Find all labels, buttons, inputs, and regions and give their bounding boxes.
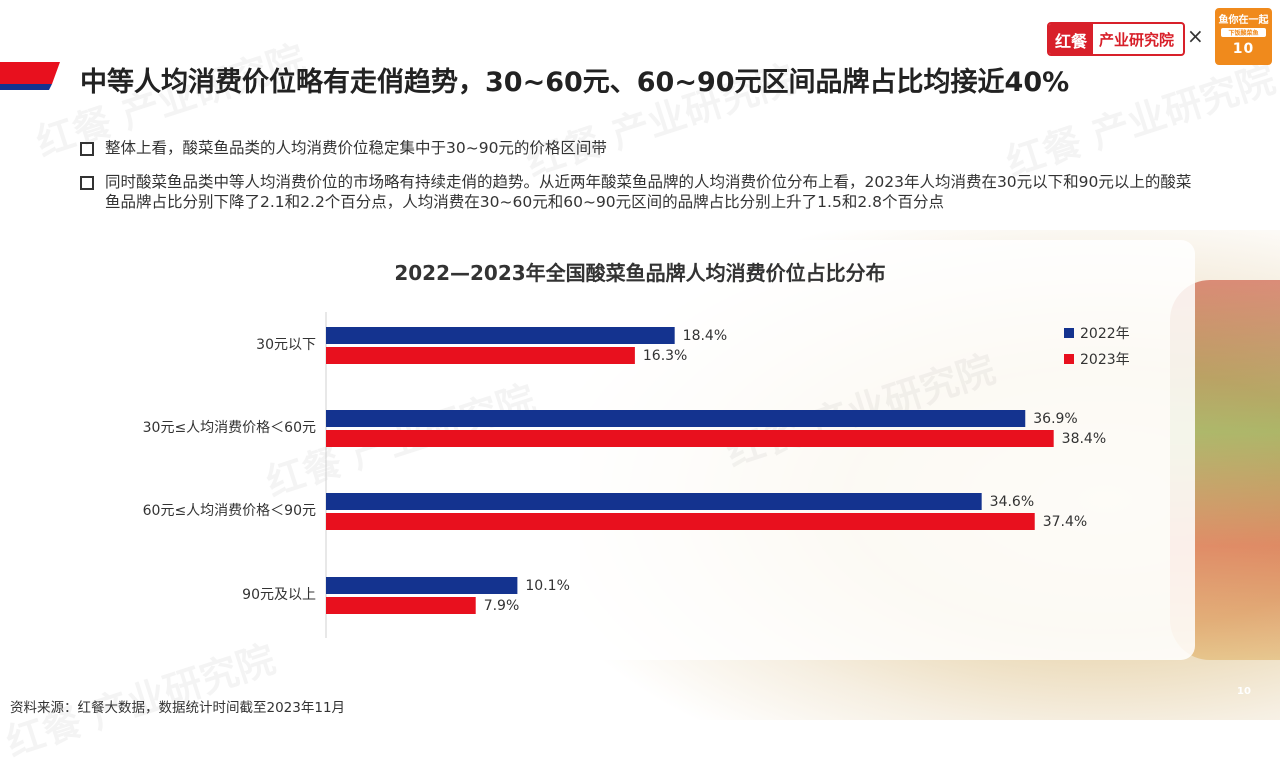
chart-title: 2022—2023年全国酸菜鱼品牌人均消费价位占比分布 (394, 261, 885, 285)
category-label: 90元及以上 (242, 587, 316, 603)
data-label: 16.3% (643, 348, 687, 364)
partner-name: 鱼你在一起 (1218, 15, 1269, 26)
bullet-text: 同时酸菜鱼品类中等人均消费价位的市场略有持续走俏的趋势。从近两年酸菜鱼品牌的人均… (105, 173, 1192, 211)
checkbox-bullet-icon (80, 142, 94, 156)
bullet-text: 整体上看，酸菜鱼品类的人均消费价位稳定集中于30~90元的价格区间带 (105, 139, 607, 157)
data-label: 37.4% (1043, 514, 1087, 530)
data-label: 38.4% (1062, 431, 1106, 447)
logo-mark: 红餐 (1049, 24, 1094, 54)
bar (326, 430, 1054, 447)
bar (326, 410, 1026, 427)
chart-panel (60, 240, 1195, 660)
data-label: 18.4% (683, 328, 727, 344)
legend-label: 2022年 (1080, 326, 1130, 342)
logo-text: 产业研究院 (1099, 31, 1175, 49)
partner-mark: 10 (1232, 41, 1255, 57)
checkbox-bullet-icon (80, 176, 94, 190)
data-label: 34.6% (990, 494, 1034, 510)
page-number: 10 (1237, 686, 1251, 697)
bullet-item: 整体上看，酸菜鱼品类的人均消费价位稳定集中于30~90元的价格区间带 (80, 138, 1200, 158)
source-note: 资料来源：红餐大数据，数据统计时间截至2023年11月 (10, 700, 346, 716)
title-accent-bar (0, 62, 60, 90)
bar (326, 347, 635, 364)
times-icon: × (1187, 24, 1204, 48)
page-title: 中等人均消费价位略有走俏趋势，30~60元、60~90元区间品牌占比均接近40% (80, 67, 1070, 98)
legend-label: 2023年 (1080, 352, 1130, 368)
bar-chart: 2022—2023年全国酸菜鱼品牌人均消费价位占比分布 30元以下 18.4% 16… (143, 261, 1130, 638)
category-label: 60元≤人均消费价格＜90元 (143, 503, 316, 519)
bar (326, 493, 982, 510)
bar (326, 597, 476, 614)
data-label: 7.9% (484, 598, 520, 614)
bullet-item: 同时酸菜鱼品类中等人均消费价位的市场略有持续走俏的趋势。从近两年酸菜鱼品牌的人均… (80, 172, 1200, 212)
bar (326, 513, 1035, 530)
partner-logo: 鱼你在一起 下饭酸菜鱼 10 (1215, 8, 1272, 65)
data-label: 10.1% (525, 578, 569, 594)
partner-tagline: 下饭酸菜鱼 (1221, 28, 1266, 37)
bar (326, 327, 675, 344)
hongcan-logo: 红餐 产业研究院 (1047, 22, 1185, 56)
category-label: 30元以下 (256, 337, 316, 353)
legend-swatch (1064, 328, 1074, 338)
category-label: 30元≤人均消费价格＜60元 (143, 420, 316, 436)
data-label: 36.9% (1033, 411, 1077, 427)
legend-swatch (1064, 354, 1074, 364)
bar (326, 577, 518, 594)
